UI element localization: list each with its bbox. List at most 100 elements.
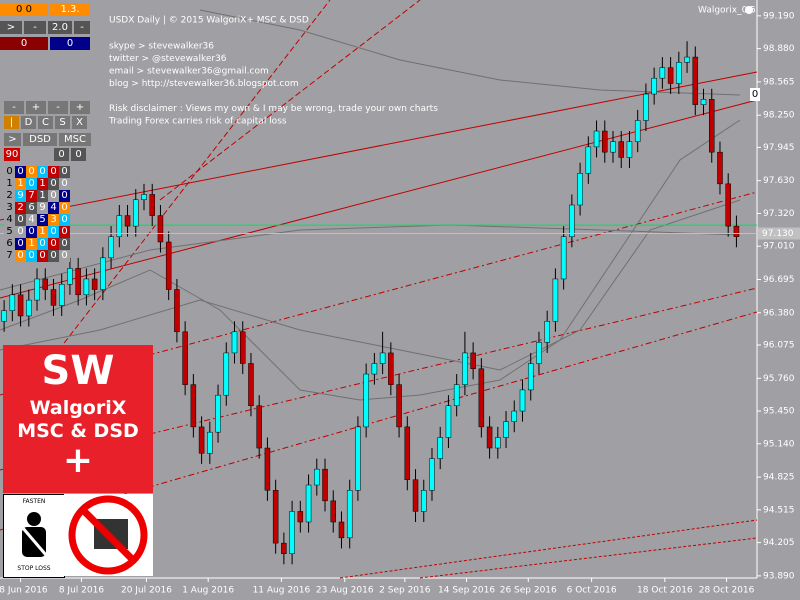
last-price-label: 97.130: [762, 229, 794, 239]
panel-cell: 0 0: [0, 3, 48, 16]
panel-cell: 2.0: [48, 21, 72, 34]
table-cell: 0: [15, 226, 26, 238]
candle-body: [404, 426, 411, 480]
candle-body: [248, 363, 254, 407]
right-marker: 0: [750, 88, 760, 101]
panel-cell: 0: [0, 37, 48, 50]
candle-body: [396, 384, 402, 428]
x-tick-label: 2 Sep 2016: [379, 586, 431, 596]
table-cell: 1: [37, 178, 48, 190]
candle-body: [708, 99, 715, 153]
chart-title: USDX Daily | © 2015 WalgoriX+ MSC & DSD: [109, 16, 309, 26]
table-cell: 0: [48, 226, 59, 238]
candle-body: [1, 310, 7, 322]
candle-body: [610, 141, 616, 153]
button[interactable]: X: [72, 116, 87, 129]
button[interactable]: |: [4, 116, 19, 129]
table-cell: 3: [4, 202, 15, 214]
trend-line: [0, 99, 758, 299]
table-cell: 1: [4, 178, 15, 190]
ma-line: [199, 9, 741, 96]
candle-body: [437, 437, 443, 459]
button[interactable]: -: [74, 21, 90, 34]
table-cell: 0: [26, 178, 37, 190]
table-cell: 0: [15, 250, 26, 262]
candle-body: [198, 426, 205, 454]
y-tick-label: 96.380: [763, 308, 795, 318]
ma-line: [0, 199, 741, 371]
candle-body: [100, 257, 106, 290]
table-cell: 2: [15, 202, 26, 214]
candle-body: [91, 278, 98, 290]
candle-body: [388, 352, 394, 385]
candle-body: [527, 363, 534, 391]
candle-body: [733, 225, 740, 237]
table-cell: 0: [59, 226, 70, 238]
candle-body: [643, 93, 649, 121]
y-tick-label: 93.890: [763, 571, 795, 581]
x-tick-label: 11 Aug 2016: [253, 586, 311, 596]
candle-body: [544, 320, 550, 343]
button[interactable]: D: [21, 116, 36, 129]
candle-body: [239, 331, 246, 364]
candle-body: [585, 146, 592, 174]
candle-body: [618, 141, 624, 158]
table-cell: 6: [26, 202, 37, 214]
table-cell: 7: [26, 190, 37, 202]
table-cell: 0: [48, 190, 59, 202]
button[interactable]: C: [38, 116, 53, 129]
y-tick-label: 94.205: [763, 538, 795, 548]
button[interactable]: >: [0, 21, 22, 34]
candle-body: [133, 199, 139, 227]
candle-body: [478, 368, 485, 428]
candle-body: [453, 384, 460, 407]
x-tick-label: 28 Jun 2016: [0, 586, 48, 596]
candle-body: [717, 151, 723, 185]
table-cell: 0: [37, 166, 48, 178]
candle-body: [659, 67, 666, 79]
button[interactable]: >: [4, 133, 21, 146]
panel-cell: 90: [4, 148, 20, 161]
y-tick-label: 97.630: [763, 176, 795, 186]
candle-body: [486, 426, 493, 449]
logo-text: MSC & DSD: [17, 420, 139, 442]
table-cell: 6: [4, 238, 15, 250]
button[interactable]: MSC: [59, 133, 91, 146]
candle-body: [577, 173, 583, 206]
table-cell: 0: [37, 250, 48, 262]
table-cell: 1: [15, 178, 26, 190]
y-tick-label: 97.010: [763, 242, 795, 252]
x-tick-label: 6 Oct 2016: [567, 586, 617, 596]
table-cell: 0: [48, 238, 59, 250]
button[interactable]: -: [48, 101, 68, 114]
candle-body: [190, 384, 197, 428]
candle-body: [429, 458, 435, 491]
candle-body: [363, 373, 369, 428]
button[interactable]: -: [4, 101, 24, 114]
table-cell: 5: [4, 226, 15, 238]
candle-body: [338, 521, 345, 539]
candle-body: [700, 99, 707, 105]
x-tick-label: 1 Aug 2016: [182, 586, 234, 596]
candle-body: [684, 56, 690, 63]
candle-body: [676, 62, 682, 84]
candle-body: [42, 278, 49, 290]
button[interactable]: DSD: [23, 133, 57, 146]
table-cell: 4: [48, 202, 59, 214]
candle-body: [602, 130, 608, 153]
button[interactable]: +: [70, 101, 90, 114]
button[interactable]: -: [24, 21, 46, 34]
y-tick-label: 97.320: [763, 209, 795, 219]
table-cell: 0: [15, 238, 26, 250]
button[interactable]: S: [55, 116, 70, 129]
y-tick-label: 97.945: [763, 143, 795, 153]
table-cell: 0: [26, 166, 37, 178]
button[interactable]: +: [26, 101, 46, 114]
candle-body: [412, 479, 419, 512]
candle-body: [651, 77, 657, 95]
x-tick-label: 14 Sep 2016: [438, 586, 495, 596]
table-cell: 0: [15, 214, 26, 226]
candle-body: [58, 283, 65, 306]
info-text: skype > stevewalker36: [109, 42, 214, 52]
